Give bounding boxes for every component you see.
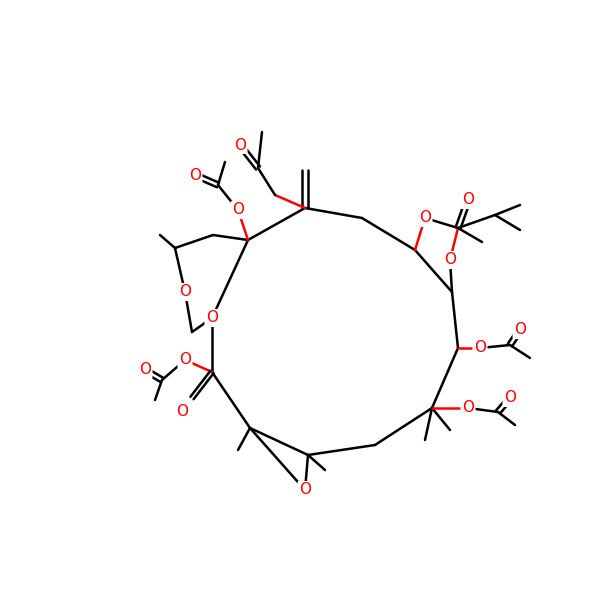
Text: O: O — [189, 167, 201, 182]
Text: O: O — [299, 482, 311, 497]
Text: O: O — [139, 362, 151, 377]
Text: O: O — [176, 404, 188, 419]
Text: O: O — [419, 211, 431, 226]
Text: O: O — [232, 202, 244, 217]
Text: O: O — [462, 401, 474, 415]
Text: O: O — [444, 253, 456, 268]
Text: O: O — [206, 311, 218, 325]
Text: O: O — [179, 284, 191, 299]
Text: O: O — [474, 340, 486, 355]
Text: O: O — [179, 352, 191, 367]
Text: O: O — [504, 391, 516, 406]
Text: O: O — [462, 193, 474, 208]
Text: O: O — [514, 323, 526, 337]
Text: O: O — [234, 137, 246, 152]
